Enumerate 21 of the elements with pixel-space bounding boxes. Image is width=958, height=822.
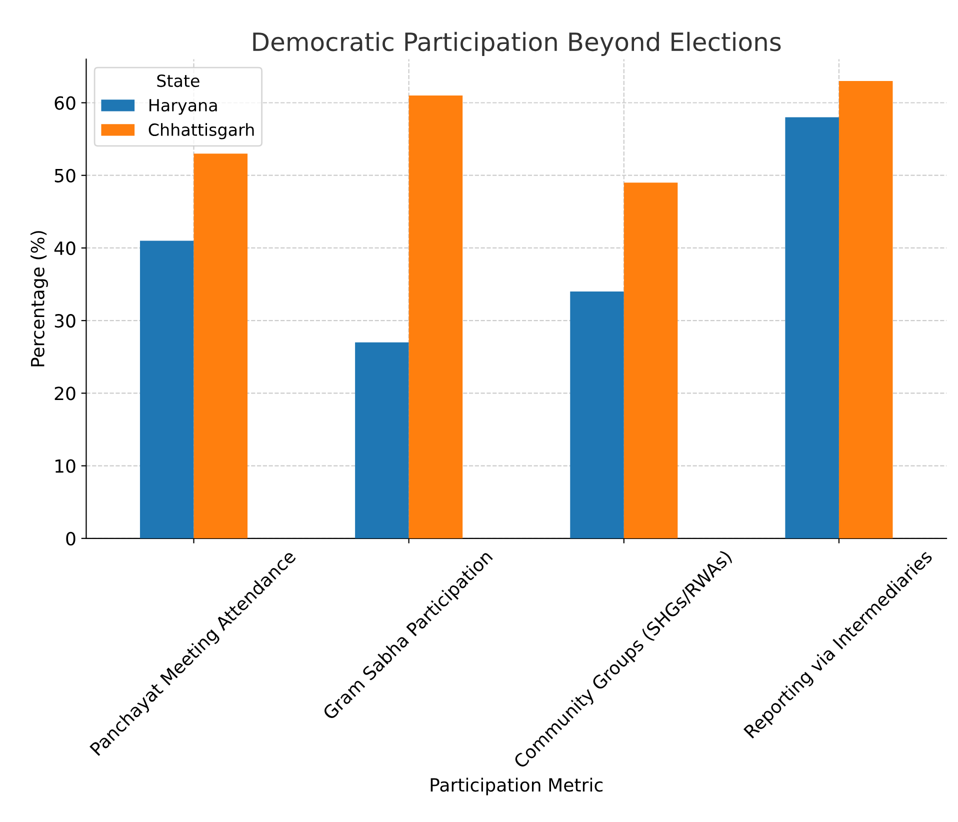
x-axis-title: Participation Metric	[430, 778, 603, 796]
chart-title: Democratic Participation Beyond Elections	[253, 32, 781, 56]
bar	[570, 292, 624, 538]
legend-label: Haryana	[150, 99, 217, 115]
y-tick-label: 20	[54, 386, 76, 400]
y-tick-label: 10	[56, 459, 76, 473]
bar	[355, 342, 409, 538]
bar	[838, 80, 893, 538]
legend-label: Chhattisgarh	[148, 123, 254, 140]
legend-title: State	[157, 74, 200, 88]
bar	[624, 182, 678, 538]
y-tick-label: 30	[54, 314, 76, 328]
y-tick-label: 40	[54, 241, 76, 256]
y-tick-label: 50	[54, 168, 76, 182]
bar	[785, 117, 839, 538]
y-tick-label: 60	[54, 96, 76, 110]
bar	[140, 240, 194, 538]
y-axis-title: Percentage (%)	[30, 231, 48, 366]
bar	[408, 95, 463, 538]
bar	[194, 154, 248, 538]
y-tick-label: 0	[66, 532, 76, 546]
